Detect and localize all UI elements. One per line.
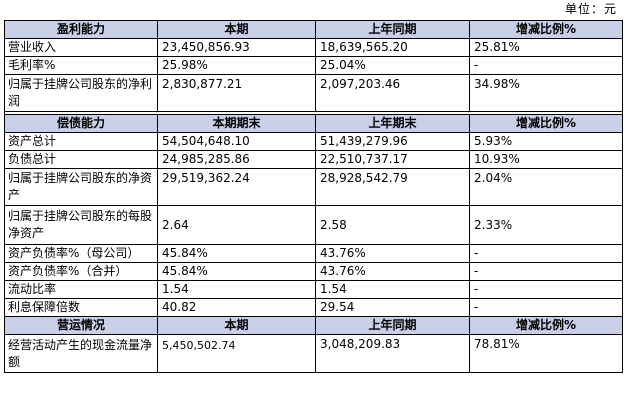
current-value: 40.82 (157, 298, 316, 317)
current-value: 5,450,502.74 (157, 334, 316, 373)
previous-value: 2,097,203.46 (315, 74, 470, 112)
change-value: - (469, 298, 623, 317)
previous-value: 2.58 (315, 205, 470, 245)
table-row: 利息保障倍数 40.82 29.54 - (4, 298, 623, 317)
previous-value: 18,639,565.20 (315, 38, 470, 57)
section-header-profitability: 盈利能力 本期 上年同期 增减比例% (4, 20, 623, 39)
header-cell: 偿债能力 (4, 114, 158, 133)
header-cell: 增减比例% (469, 114, 623, 133)
previous-value: 43.76% (315, 244, 470, 263)
change-value: 2.33% (469, 205, 623, 245)
row-label: 资产总计 (4, 132, 158, 151)
previous-value: 28,928,542.79 (315, 168, 470, 206)
row-label: 毛利率% (4, 56, 158, 75)
header-cell: 上年期末 (315, 114, 470, 133)
table-row: 资产负债率%（合并） 45.84% 43.76% - (4, 262, 623, 281)
previous-value: 43.76% (315, 262, 470, 281)
previous-value: 51,439,279.96 (315, 132, 470, 151)
change-value: 10.93% (469, 150, 623, 169)
header-cell: 增减比例% (469, 316, 623, 335)
header-cell: 增减比例% (469, 20, 623, 39)
row-label: 利息保障倍数 (4, 298, 158, 317)
table-row: 归属于挂牌公司股东的净利润 2,830,877.21 2,097,203.46 … (4, 74, 623, 112)
current-value: 45.84% (157, 262, 316, 281)
current-value: 29,519,362.24 (157, 168, 316, 206)
header-cell: 上年同期 (315, 316, 470, 335)
change-value: 78.81% (469, 334, 623, 373)
previous-value: 29.54 (315, 298, 470, 317)
header-cell: 本期期末 (157, 114, 316, 133)
table-row: 经营活动产生的现金流量净额 5,450,502.74 3,048,209.83 … (4, 334, 623, 373)
current-value: 24,985,285.86 (157, 150, 316, 169)
section-header-solvency: 偿债能力 本期期末 上年期末 增减比例% (4, 114, 623, 133)
current-value: 2,830,877.21 (157, 74, 316, 112)
change-value: 5.93% (469, 132, 623, 151)
row-label: 负债总计 (4, 150, 158, 169)
header-cell: 本期 (157, 20, 316, 39)
row-label: 归属于挂牌公司股东的每股净资产 (4, 205, 158, 245)
table-row: 归属于挂牌公司股东的净资产 29,519,362.24 28,928,542.7… (4, 168, 623, 206)
change-value: 34.98% (469, 74, 623, 112)
change-value: 25.81% (469, 38, 623, 57)
change-value: 2.04% (469, 168, 623, 206)
table-row: 毛利率% 25.98% 25.04% - (4, 56, 623, 75)
previous-value: 22,510,737.17 (315, 150, 470, 169)
header-cell: 上年同期 (315, 20, 470, 39)
table-row: 归属于挂牌公司股东的每股净资产 2.64 2.58 2.33% (4, 205, 623, 245)
row-label: 归属于挂牌公司股东的净资产 (4, 168, 158, 206)
header-cell: 盈利能力 (4, 20, 158, 39)
current-value: 25.98% (157, 56, 316, 75)
row-label: 资产负债率%（合并） (4, 262, 158, 281)
change-value: - (469, 262, 623, 281)
table-row: 流动比率 1.54 1.54 - (4, 280, 623, 299)
row-label: 经营活动产生的现金流量净额 (4, 334, 158, 373)
row-label: 归属于挂牌公司股东的净利润 (4, 74, 158, 112)
change-value: - (469, 280, 623, 299)
current-value: 45.84% (157, 244, 316, 263)
header-cell: 营运情况 (4, 316, 158, 335)
current-value: 54,504,648.10 (157, 132, 316, 151)
previous-value: 3,048,209.83 (315, 334, 470, 373)
table-row: 负债总计 24,985,285.86 22,510,737.17 10.93% (4, 150, 623, 169)
change-value: - (469, 56, 623, 75)
current-value: 2.64 (157, 205, 316, 245)
financial-table: 盈利能力 本期 上年同期 增减比例% 营业收入 23,450,856.93 18… (4, 20, 623, 373)
table-row: 资产负债率%（母公司） 45.84% 43.76% - (4, 244, 623, 263)
section-header-operations: 营运情况 本期 上年同期 增减比例% (4, 316, 623, 335)
change-value: - (469, 244, 623, 263)
table-row: 资产总计 54,504,648.10 51,439,279.96 5.93% (4, 132, 623, 151)
unit-label: 单位：元 (564, 2, 617, 16)
row-label: 流动比率 (4, 280, 158, 299)
row-label: 资产负债率%（母公司） (4, 244, 158, 263)
previous-value: 25.04% (315, 56, 470, 75)
row-label: 营业收入 (4, 38, 158, 57)
header-cell: 本期 (157, 316, 316, 335)
table-row: 营业收入 23,450,856.93 18,639,565.20 25.81% (4, 38, 623, 57)
previous-value: 1.54 (315, 280, 470, 299)
current-value: 1.54 (157, 280, 316, 299)
current-value: 23,450,856.93 (157, 38, 316, 57)
